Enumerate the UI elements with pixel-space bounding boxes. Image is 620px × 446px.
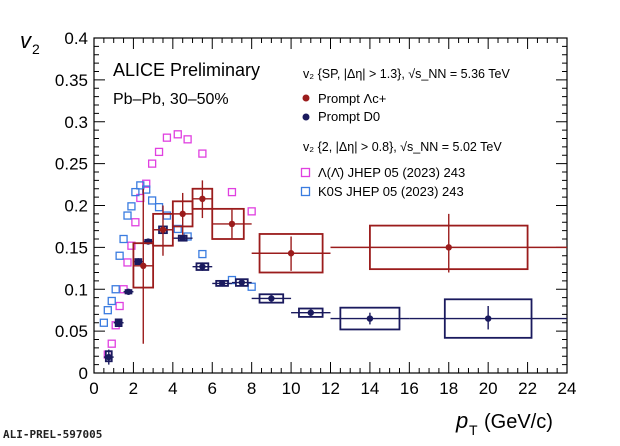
y-tick-label: 0.3 <box>64 113 88 132</box>
k0s_ref-point <box>124 212 131 219</box>
plot-frame <box>94 38 567 373</box>
x-axis-label: p <box>455 408 468 433</box>
y-tick-label: 0 <box>79 364 88 383</box>
prompt_lambdac-point <box>160 227 166 233</box>
x-tick-label: 12 <box>321 379 340 398</box>
y-tick-label: 0.1 <box>64 280 88 299</box>
legend-label-d0: Prompt D0 <box>318 109 380 124</box>
lambda_ref-point <box>174 131 181 138</box>
k0s_ref-point <box>120 236 127 243</box>
k0s_ref-point <box>108 297 115 304</box>
legend-marker-lambdac <box>303 95 310 102</box>
k0s_ref-point <box>248 283 255 290</box>
x-tick-label: 2 <box>129 379 138 398</box>
x-tick-label: 20 <box>479 379 498 398</box>
prompt_lambdac-point <box>229 221 235 227</box>
prompt_d0-point <box>219 280 225 286</box>
method-2pc-label: v₂ {2, |Δη| > 0.8}, √s_NN = 5.02 TeV <box>303 140 502 154</box>
x-tick-label: 10 <box>282 379 301 398</box>
prompt_d0-point <box>485 315 491 321</box>
lambda_ref-point <box>149 160 156 167</box>
legend-marker-lambda-ref <box>302 169 310 177</box>
lambda_ref-point <box>108 340 115 347</box>
prompt_d0-point <box>367 315 373 321</box>
prompt_d0-point <box>199 263 205 269</box>
y-tick-label: 0.2 <box>64 197 88 216</box>
x-tick-label: 14 <box>360 379 379 398</box>
legend-label-lambda-ref: Λ(Λ̄) JHEP 05 (2023) 243 <box>318 165 465 180</box>
k0s_ref-point <box>112 286 119 293</box>
lambda_ref-point <box>116 303 123 310</box>
prompt_d0-point <box>268 295 274 301</box>
x-axis-label-subscript: T <box>469 422 478 438</box>
x-tick-label: 16 <box>400 379 419 398</box>
k0s_ref-point <box>149 197 156 204</box>
legend-marker-k0s-ref <box>302 188 310 196</box>
lambda_ref-point <box>228 189 235 196</box>
prompt_d0-point <box>106 354 112 360</box>
legend-marker-d0 <box>303 114 310 121</box>
k0s_ref-point <box>116 252 123 259</box>
x-tick-label: 24 <box>558 379 577 398</box>
v2-vs-pt-chart: 0 2 4 6 8 10 12 14 16 18 20 22 2400.050.10.150.20.25… <box>0 0 620 446</box>
prompt_lambdac-point <box>288 250 294 256</box>
experiment-label: ALICE Preliminary <box>113 60 260 80</box>
k0s_ref-point <box>128 203 135 210</box>
prompt_d0-point <box>179 235 185 241</box>
k0s_ref-point <box>104 307 111 314</box>
y-axis-label-subscript: 2 <box>32 41 40 57</box>
prompt_lambdac-point <box>140 263 146 269</box>
lambda_ref-point <box>124 259 131 266</box>
prompt_d0-point <box>135 258 141 264</box>
legend-label-lambdac: Prompt Λc+ <box>318 91 386 106</box>
y-tick-label: 0.05 <box>55 322 88 341</box>
prompt_d0-point <box>239 279 245 285</box>
lambda_ref-point <box>156 148 163 155</box>
x-tick-label: 18 <box>439 379 458 398</box>
x-tick-label: 8 <box>247 379 256 398</box>
prompt_lambdac-point <box>446 244 452 250</box>
x-tick-label: 6 <box>208 379 217 398</box>
prompt_d0-point <box>308 310 314 316</box>
lambda_ref-point <box>184 136 191 143</box>
method-sp-label: v₂ {SP, |Δη| > 1.3}, √s_NN = 5.36 TeV <box>303 67 510 81</box>
y-tick-label: 0.25 <box>55 155 88 174</box>
y-tick-label: 0.15 <box>55 238 88 257</box>
lambda_ref-point <box>132 219 139 226</box>
prompt_lambdac-point <box>199 196 205 202</box>
lambda_ref-point <box>199 150 206 157</box>
prompt_d0-point <box>115 320 121 326</box>
prompt_d0-point <box>125 289 131 295</box>
x-tick-label: 4 <box>168 379 177 398</box>
figure-id-footer: ALI-PREL-597005 <box>3 428 102 441</box>
prompt_lambdac-point <box>179 211 185 217</box>
y-tick-label: 0.4 <box>64 29 88 48</box>
x-tick-label: 22 <box>518 379 537 398</box>
x-tick-label: 0 <box>89 379 98 398</box>
lambda_ref-point <box>248 208 255 215</box>
y-tick-label: 0.35 <box>55 71 88 90</box>
k0s_ref-point <box>199 251 206 258</box>
x-axis-unit: (GeV/c) <box>484 411 553 433</box>
lambda_ref-point <box>163 134 170 141</box>
k0s_ref-point <box>100 319 107 326</box>
collision-system-label: Pb–Pb, 30–50% <box>113 91 229 108</box>
legend-label-k0s-ref: K0S JHEP 05 (2023) 243 <box>318 184 464 199</box>
k0s_ref-point <box>156 204 163 211</box>
